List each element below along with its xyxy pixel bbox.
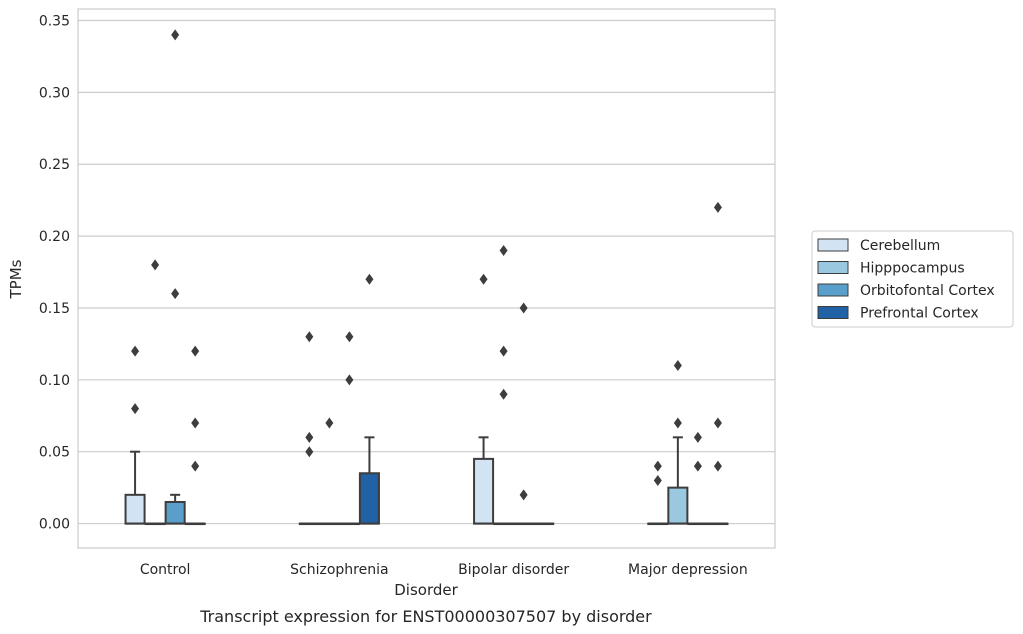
box (124, 345, 146, 525)
box (667, 359, 689, 525)
outlier-point (345, 331, 354, 343)
outlier-point (499, 244, 508, 256)
plot-frame (77, 8, 776, 549)
outlier-point (365, 273, 374, 285)
outlier-point (191, 417, 200, 429)
legend-label: Hipppocampus (860, 261, 965, 277)
x-tick-labels: Control Schizophrenia Bipolar disorder Majo… (140, 562, 748, 578)
outlier-point (305, 331, 314, 343)
x-tick-label: Control (140, 562, 191, 578)
x-axis-label: Disorder (394, 581, 458, 599)
outlier-point (693, 431, 702, 443)
box (338, 331, 360, 526)
x-tick-label: Major depression (628, 562, 748, 578)
legend-frame (811, 230, 1014, 328)
outlier-point (653, 460, 662, 472)
legend-items: Cerebellum Hipppocampus Orbitofontal Corte… (817, 238, 995, 322)
legend-swatch (817, 261, 849, 274)
outlier-point (171, 288, 180, 300)
outlier-point (499, 345, 508, 357)
box-body (667, 486, 689, 525)
x-tick-label: Bipolar disorder (458, 562, 569, 578)
y-tick-label: 0.05 (39, 445, 70, 461)
plot-background (78, 9, 775, 548)
y-gridlines (78, 19, 775, 525)
y-tick-label: 0.30 (39, 85, 70, 101)
box-body (473, 457, 495, 525)
outlier-point (713, 460, 722, 472)
outlier-point (653, 474, 662, 486)
box (144, 259, 166, 526)
outlier-point (305, 431, 314, 443)
box (473, 273, 495, 525)
box (513, 302, 535, 526)
box-series (124, 29, 729, 526)
legend-label: Prefrontal Cortex (860, 306, 979, 322)
legend-item: Cerebellum (817, 238, 940, 254)
legend-item: Hipppocampus (817, 261, 965, 277)
outlier-point (191, 345, 200, 357)
outlier-point (345, 374, 354, 386)
y-tick-label: 0.35 (39, 13, 70, 29)
box (358, 273, 380, 525)
legend-swatch (817, 283, 849, 297)
outlier-point (519, 302, 528, 314)
box (164, 29, 186, 525)
legend: Cerebellum Hipppocampus Orbitofontal Corte… (811, 230, 1014, 328)
y-axis-label: TPMs (7, 259, 25, 299)
box (707, 201, 729, 526)
y-tick-labels: 0.00 0.05 0.10 0.15 0.20 0.25 0.30 0.35 (39, 13, 70, 532)
y-tick-label: 0.20 (39, 229, 70, 245)
outlier-point (693, 460, 702, 472)
outlier-point (673, 359, 682, 371)
box (493, 244, 515, 526)
box-body (164, 501, 186, 525)
outlier-point (673, 417, 682, 429)
box (184, 345, 206, 526)
outlier-point (151, 259, 160, 271)
outlier-point (519, 489, 528, 501)
outlier-point (131, 403, 140, 415)
box-body (124, 493, 146, 525)
box-body (358, 472, 380, 525)
chart-caption: Transcript expression for ENST0000030750… (199, 607, 652, 626)
outlier-point (325, 417, 334, 429)
outlier-point (713, 417, 722, 429)
y-tick-label: 0.00 (39, 517, 70, 533)
box (298, 331, 320, 526)
outlier-point (713, 201, 722, 213)
outlier-point (479, 273, 488, 285)
outlier-point (305, 446, 314, 458)
box (318, 417, 340, 526)
outlier-point (499, 388, 508, 400)
x-tick-label: Schizophrenia (290, 562, 388, 578)
y-tick-label: 0.10 (39, 373, 70, 389)
legend-swatch (817, 306, 849, 319)
legend-label: Orbitofontal Cortex (860, 283, 995, 299)
outlier-point (131, 345, 140, 357)
legend-swatch (817, 238, 849, 252)
y-tick-label: 0.15 (39, 301, 70, 317)
y-tick-label: 0.25 (39, 157, 70, 173)
legend-label: Cerebellum (860, 238, 940, 254)
box (533, 522, 555, 526)
legend-item: Prefrontal Cortex (817, 306, 979, 322)
outlier-point (191, 460, 200, 472)
outlier-point (171, 29, 180, 41)
legend-item: Orbitofontal Cortex (817, 283, 995, 299)
